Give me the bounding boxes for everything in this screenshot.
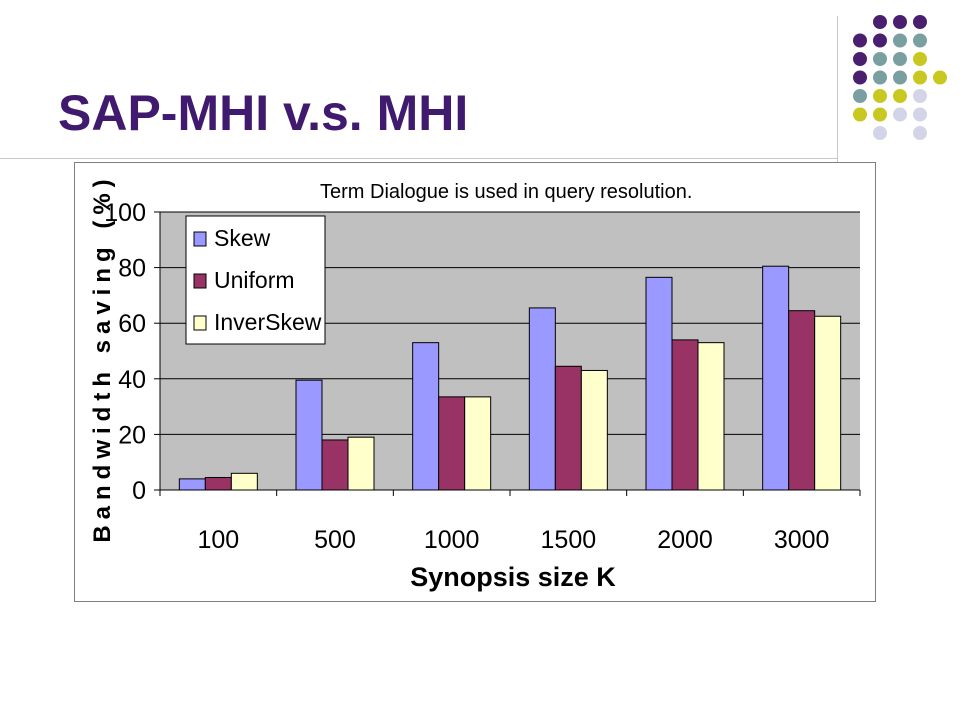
y-tick-label: 60 [118,310,146,338]
legend-label: InverSkew [214,309,322,335]
y-tick-label: 20 [118,421,146,449]
decor-dot [913,126,927,140]
decor-dot [873,52,887,66]
legend-swatch [193,273,207,289]
bar-uniform [788,310,816,491]
bar-inverskew [697,342,725,491]
legend-label: Uniform [214,267,295,293]
legend: Skew Uniform InverSkew [185,215,326,345]
decor-dot [893,33,907,48]
x-tick-label: 1000 [424,526,480,554]
decor-dot [913,52,927,66]
decor-dot [913,15,927,29]
bar-uniform [554,365,582,491]
bar-uniform [438,396,466,491]
bar-skew [295,379,323,491]
legend-swatch [193,231,207,247]
x-tick-label: 1500 [541,526,597,554]
decor-dot [913,89,927,103]
decor-dot [893,107,907,122]
bar-inverskew [580,369,608,491]
y-tick-label: 0 [132,477,146,505]
y-tick-label: 40 [118,366,146,394]
bar-skew [762,265,790,491]
slide-title: SAP-MHI v.s. MHI [58,85,469,141]
decor-dot [853,89,867,103]
x-axis-ticks: 100 500 1000 1500 2000 3000 [159,489,861,554]
bar-skew [412,342,440,491]
decor-dot [873,107,887,122]
y-axis-ticks: 0 20 40 60 80 100 [104,199,160,505]
x-tick-label: 3000 [774,526,830,554]
title-divider [0,158,838,159]
bar-inverskew [347,436,375,491]
decor-dot [873,70,887,85]
bar-uniform [204,476,232,491]
decor-dot [853,107,867,122]
y-tick-label: 100 [104,199,146,227]
bar-skew [645,276,673,491]
y-tick-label: 80 [118,255,146,283]
decor-dot [873,33,887,48]
legend-box [185,215,326,345]
bar-inverskew [464,396,492,491]
legend-label: Skew [214,225,271,251]
decor-dot [893,70,907,85]
decor-dot [913,33,927,48]
decor-dot [893,52,907,66]
decor-vertical-divider [837,16,838,176]
decor-dot [893,15,907,29]
bar-uniform [321,439,349,491]
chart-annotation: Term Dialogue is used in query resolutio… [320,181,692,203]
bar-chart: 0 20 40 60 80 100 100 500 1000 1500 2000 3000 Skew… [89,173,861,592]
bar-inverskew [230,472,258,491]
bar-skew [528,307,556,491]
x-tick-label: 100 [197,526,239,554]
bars [178,265,842,491]
decor-dot [873,89,887,103]
bar-inverskew [814,315,842,491]
decor-dot [913,107,927,122]
decor-dot [873,15,887,29]
decor-dot [853,70,867,85]
x-axis-label: Synopsis size K [410,562,616,592]
decor-dot [853,52,867,66]
x-tick-label: 500 [314,526,356,554]
decor-dot [853,33,867,48]
decor-dot [933,70,947,85]
bar-skew [178,478,206,491]
decor-dot [913,70,927,85]
x-tick-label: 2000 [657,526,713,554]
legend-swatch [193,315,207,331]
bar-uniform [671,339,699,491]
y-axis-label: Bandwidth saving (%) [89,173,116,542]
decor-dot [873,126,887,140]
decor-dot [893,89,907,103]
